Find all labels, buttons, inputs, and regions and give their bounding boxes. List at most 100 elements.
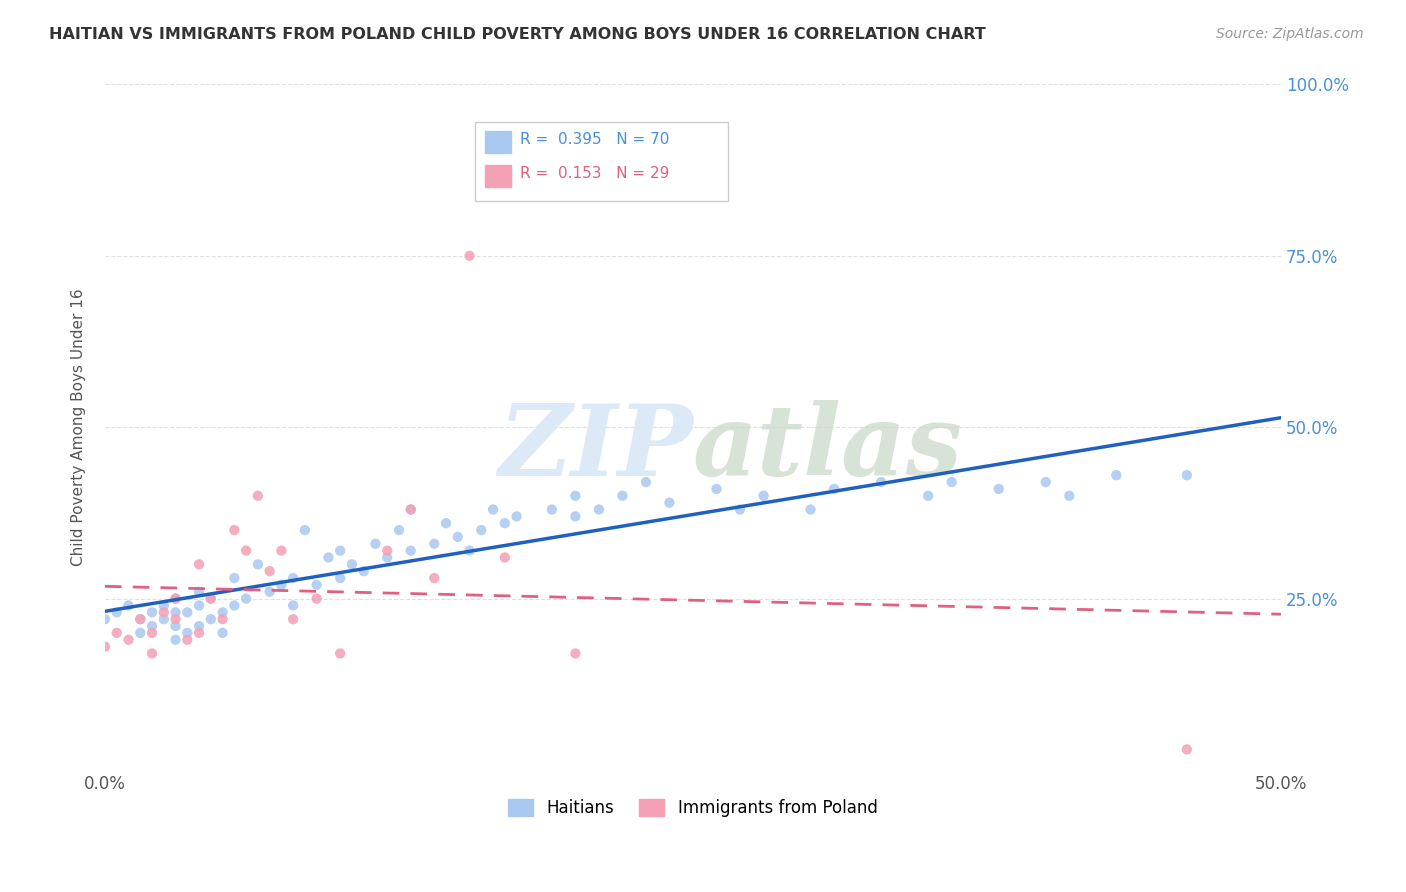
Point	[152, 599, 174, 613]
Point	[94, 640, 117, 654]
Point	[165, 591, 187, 606]
Point	[564, 489, 586, 503]
Legend: Haitians, Immigrants from Poland: Haitians, Immigrants from Poland	[502, 792, 884, 823]
Point	[399, 543, 422, 558]
Point	[117, 632, 139, 647]
Point	[399, 502, 422, 516]
Point	[917, 489, 939, 503]
Point	[1175, 468, 1198, 483]
Point	[541, 502, 564, 516]
Point	[612, 489, 634, 503]
Point	[129, 612, 152, 626]
Point	[141, 605, 163, 619]
Point	[329, 647, 352, 661]
Point	[235, 591, 257, 606]
Point	[259, 564, 281, 578]
Point	[188, 599, 211, 613]
Point	[728, 502, 751, 516]
Point	[211, 626, 233, 640]
Point	[224, 571, 246, 585]
Point	[388, 523, 411, 537]
Point	[364, 537, 387, 551]
Point	[434, 516, 457, 531]
Point	[129, 612, 152, 626]
Text: R =  0.395   N = 70: R = 0.395 N = 70	[520, 132, 669, 147]
Point	[281, 612, 304, 626]
Point	[329, 571, 352, 585]
Point	[870, 475, 893, 489]
Point	[246, 489, 269, 503]
Point	[117, 599, 139, 613]
Point	[165, 632, 187, 647]
Point	[305, 591, 328, 606]
Point	[987, 482, 1010, 496]
Point	[270, 543, 292, 558]
Point	[1105, 468, 1128, 483]
Point	[800, 502, 823, 516]
Point	[658, 495, 681, 509]
Point	[318, 550, 340, 565]
Point	[105, 605, 128, 619]
Text: HAITIAN VS IMMIGRANTS FROM POLAND CHILD POVERTY AMONG BOYS UNDER 16 CORRELATION : HAITIAN VS IMMIGRANTS FROM POLAND CHILD …	[49, 27, 986, 42]
Point	[823, 482, 845, 496]
Point	[470, 523, 492, 537]
Point	[141, 619, 163, 633]
Point	[152, 612, 174, 626]
Point	[305, 578, 328, 592]
Point	[458, 249, 481, 263]
Text: atlas: atlas	[693, 400, 963, 496]
Point	[165, 605, 187, 619]
Point	[188, 626, 211, 640]
Point	[176, 632, 198, 647]
Text: R =  0.153   N = 29: R = 0.153 N = 29	[520, 166, 669, 181]
Point	[564, 647, 586, 661]
Point	[165, 612, 187, 626]
Point	[564, 509, 586, 524]
Point	[505, 509, 527, 524]
Point	[270, 578, 292, 592]
Point	[200, 591, 222, 606]
Point	[494, 550, 516, 565]
Y-axis label: Child Poverty Among Boys Under 16: Child Poverty Among Boys Under 16	[72, 288, 86, 566]
Point	[141, 626, 163, 640]
Point	[188, 619, 211, 633]
Text: ZIP: ZIP	[498, 400, 693, 496]
Point	[458, 543, 481, 558]
Point	[353, 564, 375, 578]
Point	[706, 482, 728, 496]
Point	[399, 502, 422, 516]
Point	[423, 537, 446, 551]
Point	[1175, 742, 1198, 756]
Point	[1035, 475, 1057, 489]
Point	[152, 605, 174, 619]
Point	[588, 502, 610, 516]
Point	[94, 612, 117, 626]
Point	[259, 584, 281, 599]
Bar	[485, 165, 510, 187]
Point	[211, 605, 233, 619]
Point	[188, 584, 211, 599]
Point	[447, 530, 470, 544]
Point	[165, 591, 187, 606]
Point	[494, 516, 516, 531]
Point	[423, 571, 446, 585]
Point	[224, 523, 246, 537]
Point	[200, 612, 222, 626]
Point	[281, 571, 304, 585]
Point	[294, 523, 316, 537]
Text: Source: ZipAtlas.com: Source: ZipAtlas.com	[1216, 27, 1364, 41]
Bar	[485, 131, 510, 153]
Point	[941, 475, 963, 489]
Point	[105, 626, 128, 640]
Point	[482, 502, 505, 516]
Point	[200, 591, 222, 606]
Point	[188, 558, 211, 572]
Point	[634, 475, 657, 489]
Point	[129, 626, 152, 640]
FancyBboxPatch shape	[475, 122, 728, 201]
Point	[176, 626, 198, 640]
Point	[375, 543, 398, 558]
Point	[211, 612, 233, 626]
Point	[246, 558, 269, 572]
Point	[141, 647, 163, 661]
